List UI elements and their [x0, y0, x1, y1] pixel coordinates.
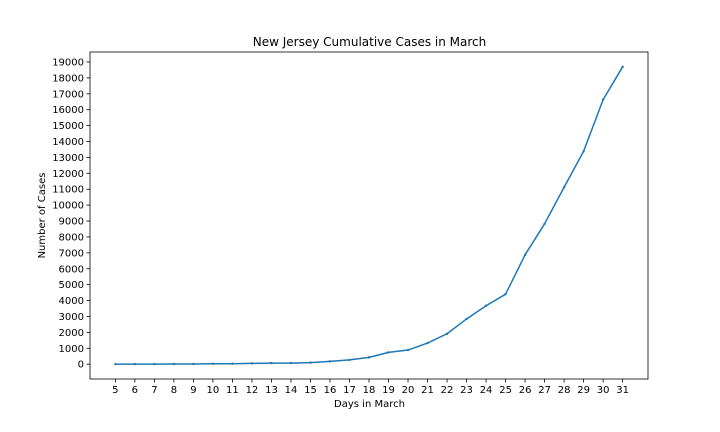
data-point — [582, 150, 585, 153]
data-point — [250, 362, 254, 365]
y-tick-label: 8000 — [59, 232, 84, 243]
data-point — [406, 348, 410, 352]
data-point — [172, 362, 176, 366]
y-tick-label: 18000 — [52, 73, 84, 84]
data-point — [621, 65, 624, 69]
data-point — [133, 362, 137, 366]
y-tick-label: 3000 — [59, 312, 84, 323]
data-point — [211, 362, 215, 365]
data-point — [504, 292, 507, 296]
x-tick-label: 6 — [132, 385, 138, 396]
data-point — [289, 361, 293, 365]
x-tick-label: 20 — [402, 385, 415, 396]
data-point — [328, 360, 332, 363]
y-tick-label: 5000 — [59, 280, 84, 291]
y-tick-label: 19000 — [52, 58, 84, 69]
x-tick-label: 19 — [382, 385, 395, 396]
y-axis-label: Number of Cases — [37, 173, 48, 259]
x-axis-ticks: 5 6 7 8 9 10 11 12 13 14 15 16 17 18 19 20 21 22 23 24 25 26 2… — [112, 379, 629, 396]
x-tick-label: 25 — [499, 385, 512, 396]
y-tick-label: 12000 — [52, 169, 84, 180]
y-tick-label: 16000 — [52, 105, 84, 116]
plot-frame — [89, 51, 649, 380]
y-tick-label: 1000 — [59, 344, 84, 355]
y-tick-label: 15000 — [52, 121, 84, 132]
data-point — [309, 361, 312, 364]
x-tick-label: 18 — [363, 385, 376, 396]
x-tick-label: 11 — [226, 385, 239, 396]
chart-title: New Jersey Cumulative Cases in March — [253, 35, 486, 49]
data-point — [367, 356, 371, 359]
x-tick-label: 14 — [285, 385, 298, 396]
data-point — [153, 362, 156, 366]
series-layer — [114, 65, 624, 366]
x-tick-label: 31 — [616, 385, 629, 396]
y-tick-label: 11000 — [52, 185, 84, 196]
data-point — [114, 362, 117, 366]
x-tick-label: 22 — [441, 385, 454, 396]
x-tick-label: 7 — [151, 385, 157, 396]
data-point — [387, 351, 390, 354]
x-tick-label: 30 — [597, 385, 610, 396]
y-tick-label: 7000 — [59, 248, 84, 259]
x-tick-label: 15 — [304, 385, 317, 396]
data-point — [523, 253, 527, 257]
x-tick-label: 21 — [421, 385, 434, 396]
x-tick-label: 10 — [207, 385, 220, 396]
data-point — [426, 341, 429, 345]
data-point — [465, 317, 468, 321]
x-tick-label: 5 — [112, 385, 118, 396]
x-tick-label: 24 — [480, 385, 493, 396]
x-tick-label: 12 — [246, 385, 259, 396]
data-point — [348, 358, 351, 362]
y-tick-label: 0 — [78, 360, 84, 371]
x-tick-label: 28 — [558, 385, 571, 396]
y-tick-label: 17000 — [52, 89, 84, 100]
y-axis-ticks: 0 1000 2000 3000 4000 5000 6000 7000 8000 9000 100… — [52, 58, 90, 371]
y-tick-label: 9000 — [59, 217, 84, 228]
data-point — [445, 332, 449, 335]
data-point — [484, 304, 488, 307]
x-tick-label: 29 — [577, 385, 590, 396]
x-tick-label: 16 — [324, 385, 337, 396]
y-tick-label: 6000 — [59, 264, 84, 275]
data-point — [192, 362, 195, 366]
x-tick-label: 23 — [460, 385, 473, 396]
x-tick-label: 17 — [343, 385, 356, 396]
x-tick-label: 13 — [265, 385, 278, 396]
x-axis-label: Days in March — [334, 399, 405, 410]
x-tick-label: 8 — [171, 385, 177, 396]
x-tick-label: 27 — [538, 385, 551, 396]
y-tick-label: 10000 — [52, 201, 84, 212]
y-tick-label: 14000 — [52, 137, 84, 148]
data-point — [270, 361, 273, 365]
data-point — [231, 362, 234, 365]
y-tick-label: 13000 — [52, 153, 84, 164]
x-tick-label: 26 — [519, 385, 532, 396]
data-point — [562, 186, 566, 189]
y-tick-label: 4000 — [59, 296, 84, 307]
x-tick-label: 9 — [190, 385, 196, 396]
data-point — [601, 98, 605, 101]
y-tick-label: 2000 — [59, 328, 84, 339]
data-point — [543, 222, 546, 226]
